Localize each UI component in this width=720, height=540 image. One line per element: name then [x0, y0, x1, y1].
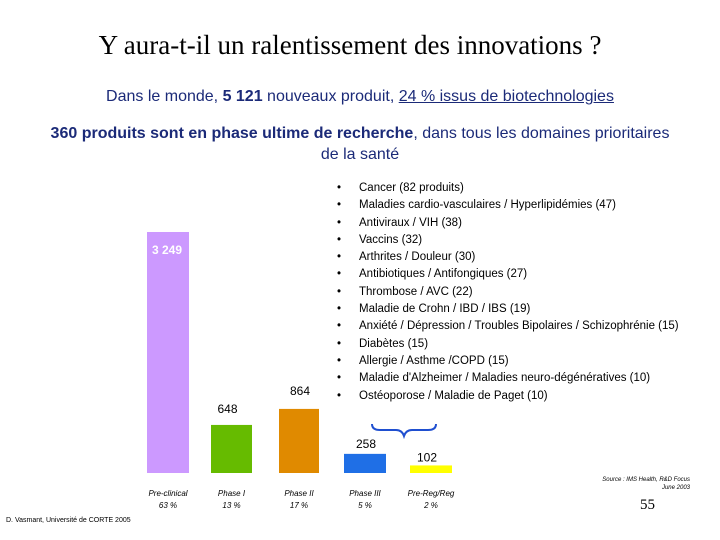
bullet-icon: •	[337, 354, 342, 367]
bar-phase-2	[279, 408, 319, 473]
value-label-phase-3: 258	[356, 437, 376, 451]
disease-label: Anxiété / Dépression / Troubles Bipolair…	[359, 320, 679, 333]
subtitle-prefix: Dans le monde,	[106, 88, 223, 105]
disease-label: Maladie d'Alzheimer / Maladies neuro-dég…	[359, 372, 651, 385]
disease-label: Maladie de Crohn / IBD / IBS (19)	[359, 303, 531, 316]
disease-label: Cancer (82 produits)	[359, 182, 464, 194]
bar-prereg	[410, 465, 452, 473]
disease-label: Arthrites / Douleur (30)	[359, 251, 476, 264]
percentage-label-phase-2: 17 %	[290, 501, 308, 510]
source-line-1: Source : IMS Health, R&D Focus	[602, 477, 690, 483]
disease-item: • Antiviraux / VIH (38)	[337, 215, 679, 232]
page-title: Y aura-t-il un ralentissement des innova…	[98, 30, 602, 60]
author-credit: D. Vasmant, Université de CORTE 2005	[6, 517, 131, 524]
disease-item: • Anxiété / Dépression / Troubles Bipolai…	[337, 318, 679, 335]
percentage-label-preclinical: 63 %	[159, 501, 177, 510]
value-label-prereg: 102	[417, 450, 437, 464]
disease-item: • Antibiotiques / Antifongiques (27)	[337, 266, 679, 283]
category-label-phase-2: Phase II	[284, 489, 314, 498]
disease-label: Thrombose / AVC (22)	[359, 285, 473, 298]
subtitle-final-phase-rest: , dans tous les domaines prioritaires de…	[320, 125, 670, 163]
disease-item: • Arthrites / Douleur (30)	[337, 249, 679, 266]
disease-label: Maladies cardio-vasculaires / Hyperlipid…	[359, 199, 616, 212]
category-label-phase-1: Phase I	[218, 489, 246, 498]
disease-item: • Maladie d'Alzheimer / Maladies neuro-dé…	[337, 370, 679, 387]
disease-item: • Cancer (82 produits)	[337, 180, 679, 197]
percentage-label-phase-1: 13 %	[222, 501, 240, 510]
disease-item: • Allergie / Asthme /COPD (15)	[337, 353, 679, 370]
bullet-icon: •	[337, 337, 342, 350]
bar-phase-3	[344, 453, 386, 473]
bullet-icon: •	[337, 285, 342, 298]
disease-item: • Diabètes (15)	[337, 336, 679, 353]
disease-list: • Cancer (82 produits) • Maladies cardio-va…	[337, 180, 679, 405]
disease-label: Antiviraux / VIH (38)	[359, 216, 462, 229]
category-label-prereg: Pre-Reg/Reg	[408, 489, 455, 498]
disease-label: Antibiotiques / Antifongiques (27)	[359, 268, 528, 281]
bar-phase-1	[211, 424, 252, 473]
brace-phase3-prereg	[371, 423, 437, 440]
category-label-preclinical: Pre-clinical	[148, 489, 187, 498]
value-label-phase-1: 648	[217, 402, 237, 416]
value-label-preclinical: 3 249	[152, 243, 182, 257]
disease-item: • Maladie de Crohn / IBD / IBS (19)	[337, 301, 679, 318]
subtitle-count: 5 121	[222, 88, 263, 105]
disease-label: Vaccins (32)	[359, 233, 423, 246]
subtitle-worldwide: Dans le monde, 5 121 nouveaux produit, 2…	[0, 88, 720, 106]
percentage-label-phase-3: 5 %	[358, 501, 372, 510]
bullet-icon: •	[337, 303, 342, 316]
disease-label: Ostéoporose / Maladie de Paget (10)	[359, 389, 548, 402]
bullet-icon: •	[337, 199, 342, 212]
disease-item: • Maladies cardio-vasculaires / Hyperlipi…	[337, 197, 679, 214]
bullet-icon: •	[337, 389, 342, 402]
bullet-icon: •	[337, 233, 342, 246]
disease-label: Diabètes (15)	[359, 337, 429, 350]
disease-label: Allergie / Asthme /COPD (15)	[359, 354, 509, 367]
bullet-icon: •	[337, 182, 342, 194]
bullet-icon: •	[337, 372, 342, 385]
subtitle-final-phase: 360 produits sont en phase ultime de rec…	[40, 123, 680, 165]
value-label-phase-2: 864	[290, 384, 310, 398]
bar-preclinical	[147, 232, 189, 473]
subtitle-biotech-percent: 24 % issus de biotechnologies	[398, 88, 614, 105]
disease-item: • Ostéoporose / Maladie de Paget (10)	[337, 388, 679, 405]
subtitle-middle: nouveaux produit,	[262, 88, 399, 105]
disease-item: • Thrombose / AVC (22)	[337, 284, 679, 301]
source-note: Source : IMS Health, R&D Focus June 2003	[560, 476, 690, 492]
bullet-icon: •	[337, 216, 342, 229]
disease-item: • Vaccins (32)	[337, 232, 679, 249]
percentage-label-prereg: 2 %	[423, 501, 438, 510]
bullet-icon: •	[337, 268, 342, 281]
page-number: 55	[640, 497, 655, 513]
bullet-icon: •	[337, 251, 342, 264]
source-line-2: June 2003	[661, 485, 690, 491]
category-label-phase-3: Phase III	[349, 489, 381, 498]
bullet-icon: •	[337, 320, 342, 333]
subtitle-final-phase-bold: 360 produits sont en phase ultime de rec…	[50, 125, 414, 142]
